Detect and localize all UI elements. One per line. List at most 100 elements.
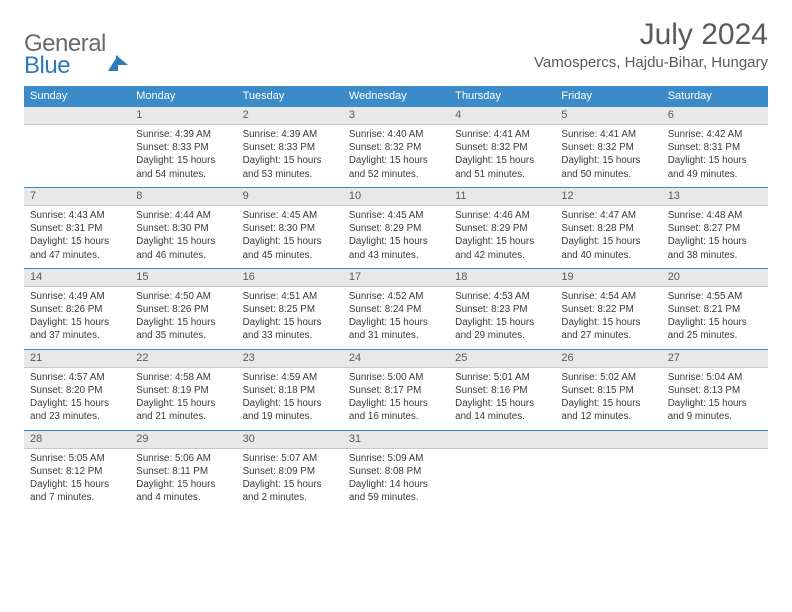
sunrise-text: Sunrise: 5:05 AM — [30, 452, 124, 465]
sunrise-text: Sunrise: 4:59 AM — [243, 371, 337, 384]
day-cell: Sunrise: 5:07 AMSunset: 8:09 PMDaylight:… — [237, 448, 343, 510]
day-cell: Sunrise: 4:55 AMSunset: 8:21 PMDaylight:… — [662, 286, 768, 349]
daylight-text: Daylight: 15 hours and 19 minutes. — [243, 397, 337, 423]
daylight-text: Daylight: 15 hours and 16 minutes. — [349, 397, 443, 423]
day-number: 5 — [555, 107, 661, 125]
sunset-text: Sunset: 8:32 PM — [561, 141, 655, 154]
sunrise-text: Sunrise: 4:40 AM — [349, 128, 443, 141]
sunset-text: Sunset: 8:11 PM — [136, 465, 230, 478]
day-number: 8 — [130, 187, 236, 205]
daylight-text: Daylight: 15 hours and 14 minutes. — [455, 397, 549, 423]
sunrise-text: Sunrise: 4:47 AM — [561, 209, 655, 222]
daylight-text: Daylight: 15 hours and 38 minutes. — [668, 235, 762, 261]
day-cell: Sunrise: 4:42 AMSunset: 8:31 PMDaylight:… — [662, 125, 768, 188]
day-number: 19 — [555, 268, 661, 286]
sunset-text: Sunset: 8:31 PM — [668, 141, 762, 154]
day-number: 17 — [343, 268, 449, 286]
daylight-text: Daylight: 15 hours and 23 minutes. — [30, 397, 124, 423]
daylight-text: Daylight: 15 hours and 31 minutes. — [349, 316, 443, 342]
day-header: Wednesday — [343, 86, 449, 107]
daylight-text: Daylight: 15 hours and 7 minutes. — [30, 478, 124, 504]
daylight-text: Daylight: 15 hours and 9 minutes. — [668, 397, 762, 423]
day-header: Sunday — [24, 86, 130, 107]
sunrise-text: Sunrise: 4:50 AM — [136, 290, 230, 303]
day-cell: Sunrise: 4:59 AMSunset: 8:18 PMDaylight:… — [237, 367, 343, 430]
day-number: 29 — [130, 430, 236, 448]
sunset-text: Sunset: 8:15 PM — [561, 384, 655, 397]
day-cell: Sunrise: 4:39 AMSunset: 8:33 PMDaylight:… — [130, 125, 236, 188]
day-cell: Sunrise: 4:50 AMSunset: 8:26 PMDaylight:… — [130, 286, 236, 349]
daylight-text: Daylight: 15 hours and 47 minutes. — [30, 235, 124, 261]
day-cell: Sunrise: 4:45 AMSunset: 8:29 PMDaylight:… — [343, 205, 449, 268]
sunset-text: Sunset: 8:29 PM — [349, 222, 443, 235]
daylight-text: Daylight: 15 hours and 27 minutes. — [561, 316, 655, 342]
logo-sail-icon-2 — [116, 38, 128, 65]
day-number: 26 — [555, 349, 661, 367]
sunset-text: Sunset: 8:28 PM — [561, 222, 655, 235]
day-number: 3 — [343, 107, 449, 125]
sunrise-text: Sunrise: 4:57 AM — [30, 371, 124, 384]
day-cell: Sunrise: 4:40 AMSunset: 8:32 PMDaylight:… — [343, 125, 449, 188]
daylight-text: Daylight: 15 hours and 43 minutes. — [349, 235, 443, 261]
day-cell — [555, 448, 661, 510]
day-number-row: 123456 — [24, 107, 768, 125]
sunset-text: Sunset: 8:24 PM — [349, 303, 443, 316]
day-number — [24, 107, 130, 125]
day-cell: Sunrise: 4:48 AMSunset: 8:27 PMDaylight:… — [662, 205, 768, 268]
day-cell: Sunrise: 4:49 AMSunset: 8:26 PMDaylight:… — [24, 286, 130, 349]
day-cell: Sunrise: 4:51 AMSunset: 8:25 PMDaylight:… — [237, 286, 343, 349]
day-cell: Sunrise: 4:43 AMSunset: 8:31 PMDaylight:… — [24, 205, 130, 268]
sunset-text: Sunset: 8:27 PM — [668, 222, 762, 235]
sunrise-text: Sunrise: 4:39 AM — [243, 128, 337, 141]
day-header: Thursday — [449, 86, 555, 107]
daylight-text: Daylight: 15 hours and 40 minutes. — [561, 235, 655, 261]
sunset-text: Sunset: 8:32 PM — [455, 141, 549, 154]
sunset-text: Sunset: 8:18 PM — [243, 384, 337, 397]
day-number-row: 21222324252627 — [24, 349, 768, 367]
sunset-text: Sunset: 8:21 PM — [668, 303, 762, 316]
day-cell: Sunrise: 4:53 AMSunset: 8:23 PMDaylight:… — [449, 286, 555, 349]
calendar-table: Sunday Monday Tuesday Wednesday Thursday… — [24, 86, 768, 510]
daylight-text: Daylight: 15 hours and 52 minutes. — [349, 154, 443, 180]
sunrise-text: Sunrise: 4:49 AM — [30, 290, 124, 303]
day-number: 16 — [237, 268, 343, 286]
sunset-text: Sunset: 8:31 PM — [30, 222, 124, 235]
day-number: 30 — [237, 430, 343, 448]
month-title: July 2024 — [534, 18, 768, 52]
day-number: 31 — [343, 430, 449, 448]
daylight-text: Daylight: 15 hours and 45 minutes. — [243, 235, 337, 261]
day-header: Tuesday — [237, 86, 343, 107]
daylight-text: Daylight: 15 hours and 4 minutes. — [136, 478, 230, 504]
day-content-row: Sunrise: 4:57 AMSunset: 8:20 PMDaylight:… — [24, 367, 768, 430]
day-cell: Sunrise: 5:09 AMSunset: 8:08 PMDaylight:… — [343, 448, 449, 510]
sunrise-text: Sunrise: 5:09 AM — [349, 452, 443, 465]
daylight-text: Daylight: 15 hours and 21 minutes. — [136, 397, 230, 423]
daylight-text: Daylight: 15 hours and 2 minutes. — [243, 478, 337, 504]
daylight-text: Daylight: 15 hours and 51 minutes. — [455, 154, 549, 180]
day-number: 1 — [130, 107, 236, 125]
day-number: 28 — [24, 430, 130, 448]
sunset-text: Sunset: 8:26 PM — [30, 303, 124, 316]
day-number: 11 — [449, 187, 555, 205]
sunrise-text: Sunrise: 4:44 AM — [136, 209, 230, 222]
day-header: Saturday — [662, 86, 768, 107]
sunrise-text: Sunrise: 4:45 AM — [349, 209, 443, 222]
sunset-text: Sunset: 8:25 PM — [243, 303, 337, 316]
sunrise-text: Sunrise: 5:01 AM — [455, 371, 549, 384]
sunrise-text: Sunrise: 4:55 AM — [668, 290, 762, 303]
day-header: Monday — [130, 86, 236, 107]
sunrise-text: Sunrise: 4:58 AM — [136, 371, 230, 384]
day-number-row: 14151617181920 — [24, 268, 768, 286]
daylight-text: Daylight: 15 hours and 53 minutes. — [243, 154, 337, 180]
day-cell: Sunrise: 5:02 AMSunset: 8:15 PMDaylight:… — [555, 367, 661, 430]
day-number: 22 — [130, 349, 236, 367]
day-content-row: Sunrise: 5:05 AMSunset: 8:12 PMDaylight:… — [24, 448, 768, 510]
day-cell: Sunrise: 4:41 AMSunset: 8:32 PMDaylight:… — [555, 125, 661, 188]
sunrise-text: Sunrise: 4:45 AM — [243, 209, 337, 222]
day-cell — [662, 448, 768, 510]
day-cell: Sunrise: 5:01 AMSunset: 8:16 PMDaylight:… — [449, 367, 555, 430]
sunset-text: Sunset: 8:32 PM — [349, 141, 443, 154]
daylight-text: Daylight: 14 hours and 59 minutes. — [349, 478, 443, 504]
day-number-row: 78910111213 — [24, 187, 768, 205]
day-cell: Sunrise: 4:54 AMSunset: 8:22 PMDaylight:… — [555, 286, 661, 349]
